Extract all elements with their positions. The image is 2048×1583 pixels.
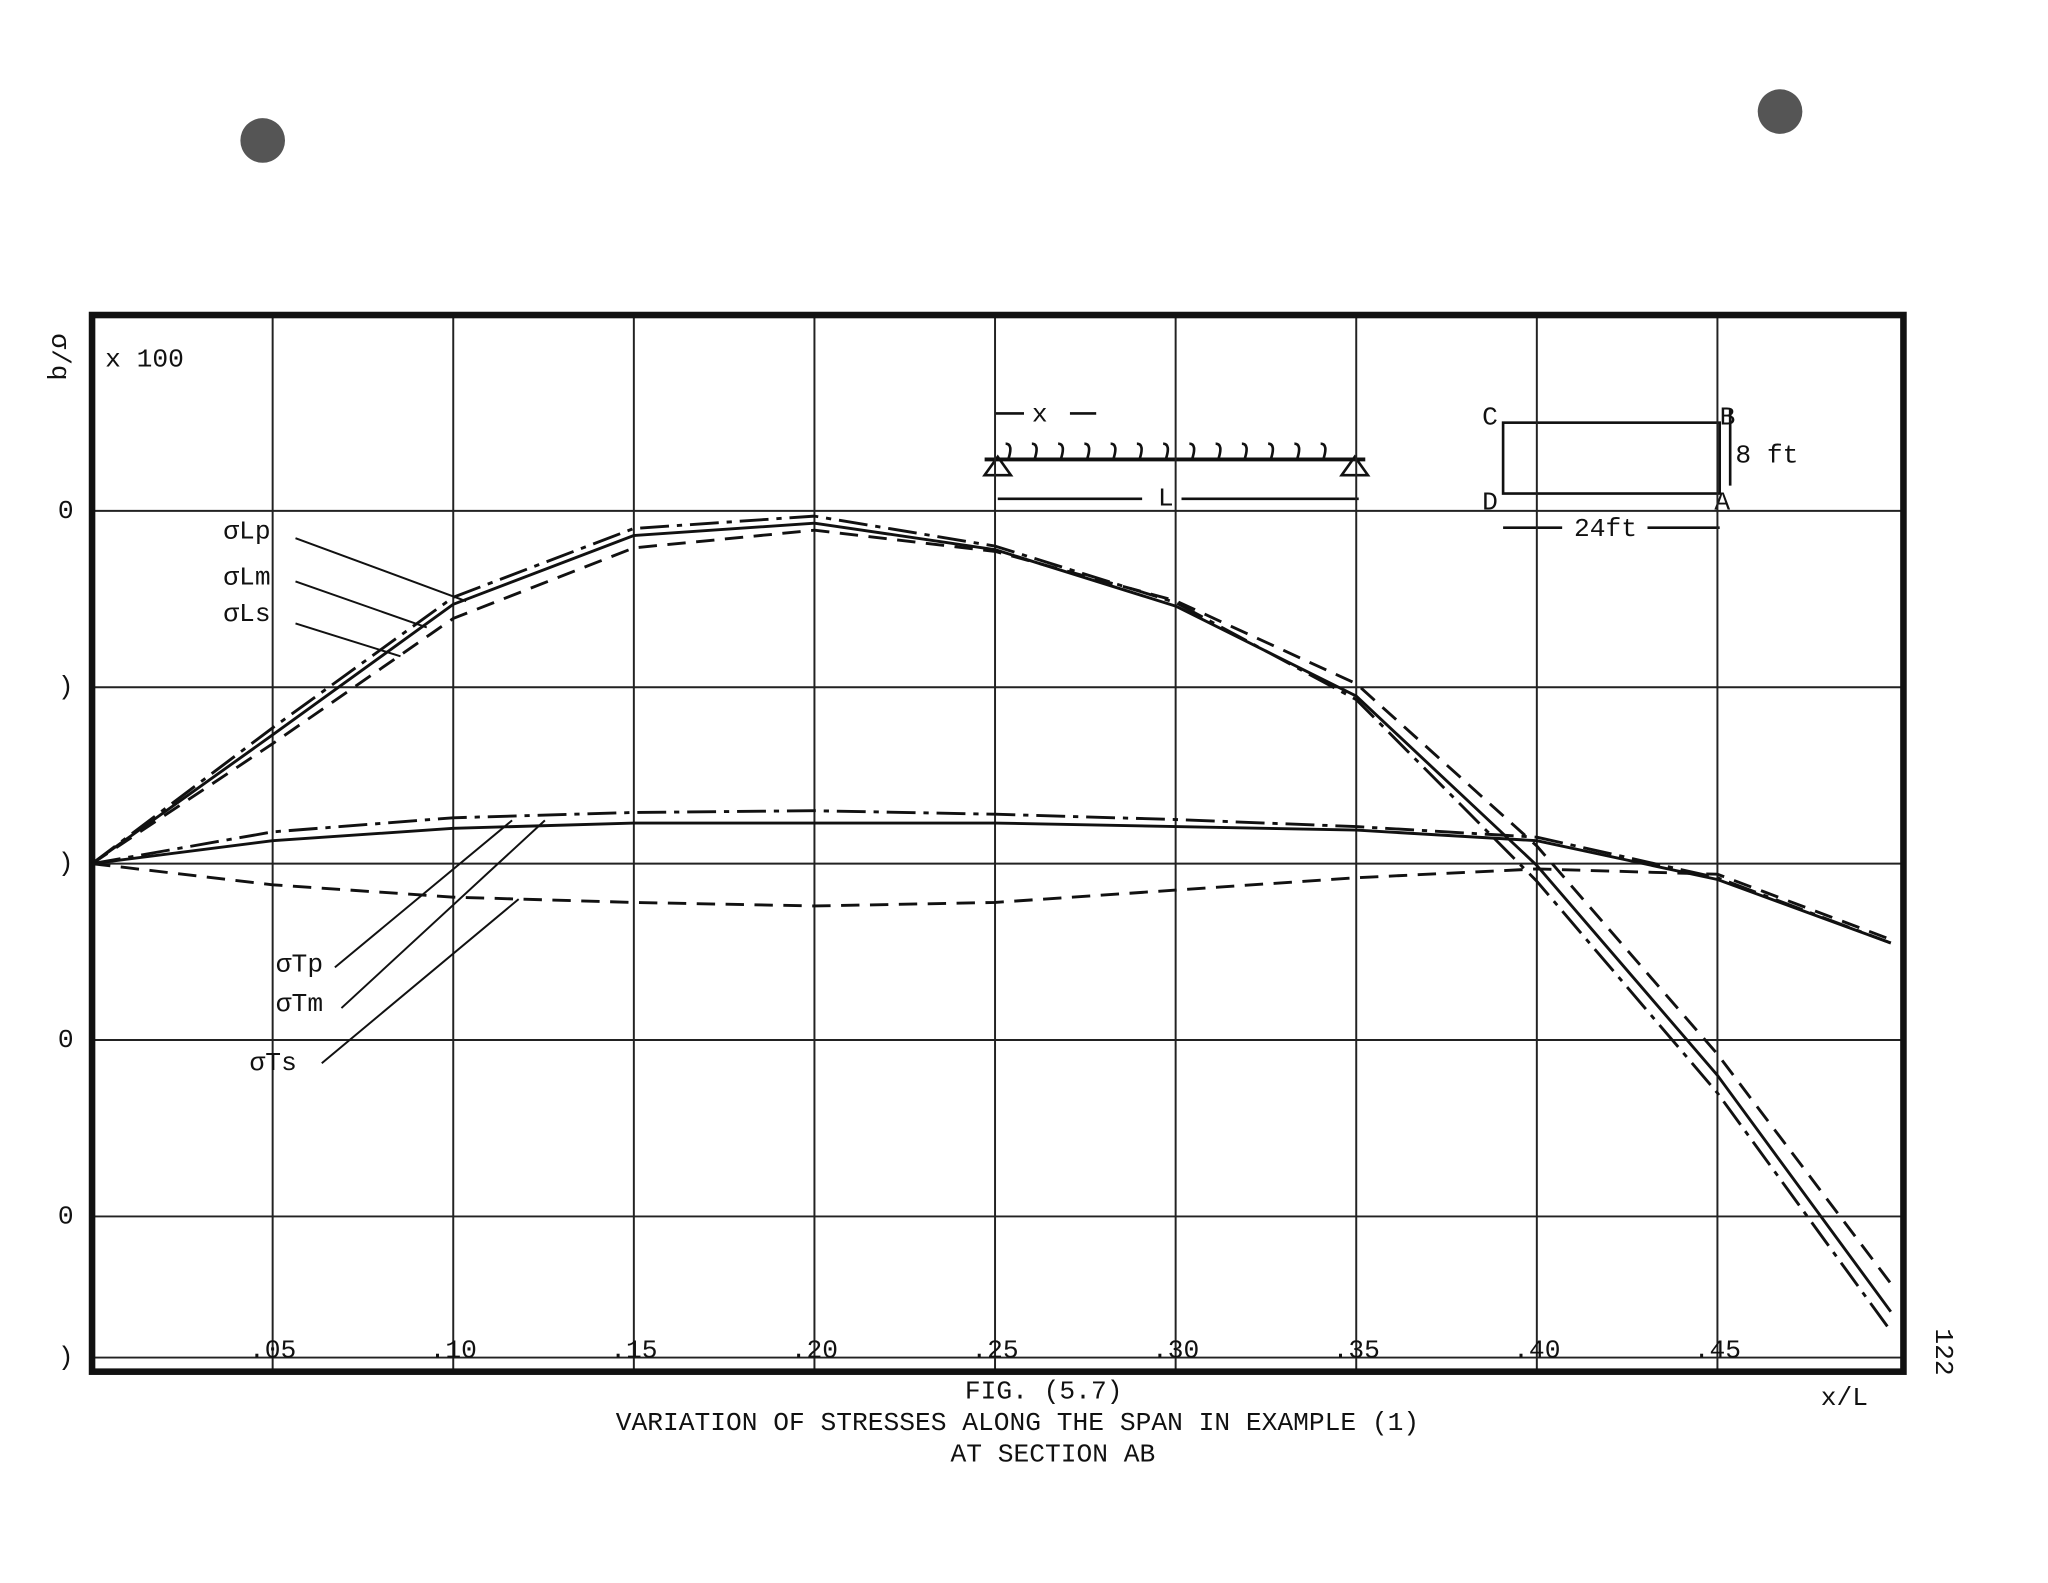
leader-line <box>321 898 520 1064</box>
section-width: 24ft <box>1574 514 1637 544</box>
legend-label: σLs <box>223 599 270 629</box>
plot-frame <box>88 311 1907 1375</box>
x-label: x/L <box>1821 1383 1868 1413</box>
legend-label: σLp <box>223 517 270 547</box>
legend-label: σLm <box>223 562 270 592</box>
y-tick-label: ) <box>58 849 74 879</box>
y-tick-label: 0 <box>58 496 74 526</box>
x-tick-label: .30 <box>1152 1336 1199 1366</box>
punch-hole <box>240 118 286 163</box>
caption: VARIATION OF STRESSES ALONG THE SPAN IN … <box>616 1408 1419 1438</box>
caption: AT SECTION AB <box>950 1439 1155 1469</box>
legend-label: σTp <box>276 950 323 980</box>
series-line <box>91 809 1892 945</box>
series-line <box>91 862 1892 941</box>
leader-line <box>295 580 428 629</box>
y-tick-label: ) <box>58 672 74 702</box>
x-tick-label: .05 <box>249 1336 296 1366</box>
leader-line <box>295 537 467 603</box>
series-line <box>91 514 1892 1332</box>
y-multiplier: x 100 <box>105 345 184 375</box>
legend-label: σTs <box>250 1048 297 1078</box>
y-tick-label: 0 <box>58 1201 74 1231</box>
corner-label: B <box>1720 402 1736 432</box>
y-label: σ/q <box>44 333 74 380</box>
series-line <box>91 528 1892 1285</box>
leader-line <box>340 819 546 1009</box>
series-line <box>91 821 1892 945</box>
page-number: 122 <box>1928 1328 1958 1375</box>
leader-line <box>295 622 401 658</box>
corner-label: D <box>1482 488 1498 518</box>
beam-span-label: L <box>1158 484 1174 514</box>
series-line <box>91 521 1892 1313</box>
caption: FIG. (5.7) <box>965 1376 1123 1406</box>
corner-label: C <box>1482 402 1498 432</box>
x-tick-label: .25 <box>971 1336 1018 1366</box>
x-tick-label: .10 <box>430 1336 477 1366</box>
x-tick-label: .20 <box>791 1336 838 1366</box>
legend-label: σTm <box>276 989 323 1019</box>
x-tick-label: .40 <box>1513 1336 1560 1366</box>
beam-x-label: x <box>1032 400 1048 430</box>
x-tick-label: .15 <box>610 1336 657 1366</box>
x-tick-label: .45 <box>1694 1336 1741 1366</box>
y-tick-label: 0 <box>58 1025 74 1055</box>
section-height: 8 ft <box>1735 440 1798 470</box>
x-tick-label: .35 <box>1333 1336 1380 1366</box>
punch-hole <box>1757 89 1803 134</box>
y-tick-label: ) <box>58 1342 74 1372</box>
